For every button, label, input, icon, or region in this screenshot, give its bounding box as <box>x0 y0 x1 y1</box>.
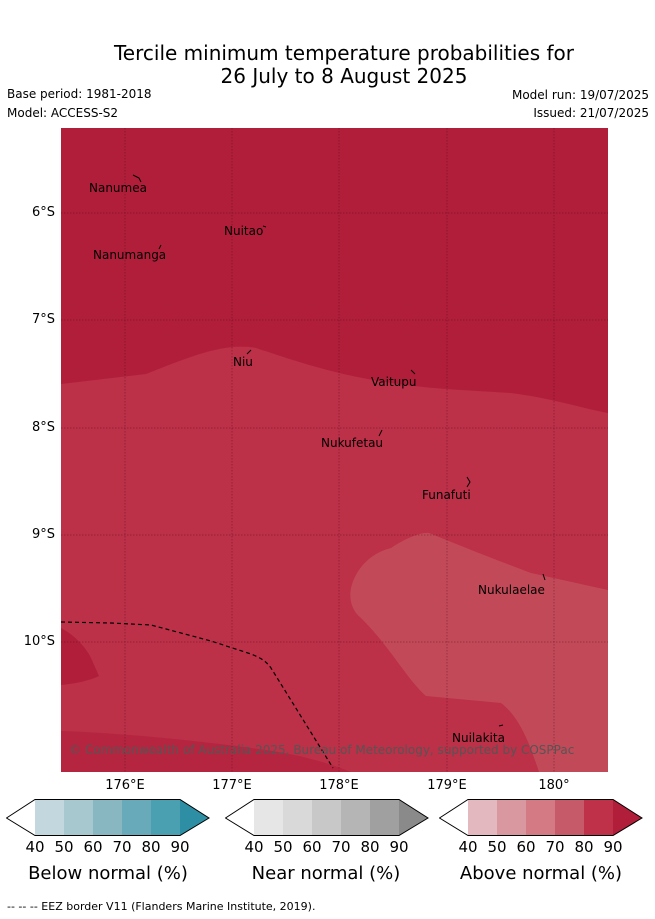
colorbar-above-swatch-4 <box>555 799 584 836</box>
lon-label-180: 180° <box>538 778 570 793</box>
colorbar-near-swatch-0 <box>225 799 254 836</box>
copyright-notice: © Commonwealth of Australia 2025, Bureau… <box>69 743 575 757</box>
colorbar-near-tick-90: 90 <box>389 838 409 856</box>
map-title-line1: Tercile minimum temperature probabilitie… <box>113 41 575 65</box>
island-label-vaitupu: Vaitupu <box>371 375 417 389</box>
colorbar-below-swatch-6 <box>180 799 209 836</box>
colorbar-below-tick-80: 80 <box>141 838 161 856</box>
island-label-nukulaelae: Nukulaelae <box>478 583 545 597</box>
tercile-probability-map <box>61 128 608 772</box>
colorbar-below-swatch-1 <box>35 799 64 836</box>
above-85-patch <box>61 731 351 772</box>
colorbar-near-swatch-5 <box>370 799 399 836</box>
colorbar-near-outline <box>225 799 429 836</box>
lon-label-178e: 178°E <box>319 778 359 793</box>
island-label-nuilakita: Nuilakita <box>452 731 505 745</box>
colorbar-above-tick-40: 40 <box>458 838 478 856</box>
eez-footnote: -- -- -- EEZ border V11 (Flanders Marine… <box>7 900 316 913</box>
colorbar-near-tick-80: 80 <box>360 838 380 856</box>
graticule <box>61 128 608 772</box>
colorbar-below-tick-50: 50 <box>54 838 74 856</box>
lat-label-6s: 6°S <box>31 205 55 220</box>
colorbar-below-swatch-3 <box>93 799 122 836</box>
lat-label-10s: 10°S <box>23 634 55 649</box>
colorbar-near-tick-40: 40 <box>244 838 264 856</box>
lon-label-177e: 177°E <box>212 778 252 793</box>
colorbar-below-tick-60: 60 <box>83 838 103 856</box>
colorbar-below-swatch-4 <box>122 799 151 836</box>
colorbar-below-swatch-2 <box>64 799 93 836</box>
colorbar-above-swatches <box>439 799 642 836</box>
colorbar-near-swatch-2 <box>283 799 312 836</box>
issued-label: Issued: 21/07/2025 <box>533 106 649 120</box>
colorbar-below-normal <box>6 799 210 836</box>
colorbar-above-swatch-6 <box>613 799 642 836</box>
colorbar-near-swatches <box>225 799 428 836</box>
colorbar-above-tick-60: 60 <box>516 838 536 856</box>
colorbar-above-tick-90: 90 <box>603 838 623 856</box>
colorbar-near-tick-50: 50 <box>273 838 293 856</box>
colorbar-near-title: Near normal (%) <box>251 863 401 884</box>
colorbar-below-title: Below normal (%) <box>28 863 188 884</box>
lat-label-7s: 7°S <box>31 312 55 327</box>
colorbar-above-swatch-5 <box>584 799 613 836</box>
colorbar-above-normal <box>439 799 643 836</box>
island-label-nukufetau: Nukufetau <box>321 436 384 450</box>
colorbar-near-swatch-3 <box>312 799 341 836</box>
colorbar-above-tick-50: 50 <box>487 838 507 856</box>
colorbar-below-swatch-0 <box>6 799 35 836</box>
lon-label-179e: 179°E <box>427 778 467 793</box>
colorbar-below-outline <box>6 799 210 836</box>
colorbar-near-swatch-6 <box>399 799 428 836</box>
colorbar-near-tick-70: 70 <box>331 838 351 856</box>
map-title-line2: 26 July to 8 August 2025 <box>220 64 468 88</box>
colorbar-above-swatch-0 <box>439 799 468 836</box>
colorbar-above-outline <box>439 799 643 836</box>
colorbar-above-tick-80: 80 <box>574 838 594 856</box>
colorbar-below-tick-40: 40 <box>25 838 45 856</box>
island-label-niu: Niu <box>233 355 253 369</box>
colorbar-above-swatch-3 <box>526 799 555 836</box>
colorbar-above-swatch-1 <box>468 799 497 836</box>
colorbar-below-tick-90: 90 <box>170 838 190 856</box>
colorbar-above-swatch-2 <box>497 799 526 836</box>
colorbar-below-swatches <box>6 799 209 836</box>
colorbar-near-tick-60: 60 <box>302 838 322 856</box>
colorbar-below-tick-70: 70 <box>112 838 132 856</box>
lat-label-8s: 8°S <box>31 420 55 435</box>
lon-label-176e: 176°E <box>105 778 145 793</box>
colorbar-above-title: Above normal (%) <box>459 863 623 884</box>
island-label-funafuti: Funafuti <box>422 488 471 502</box>
colorbar-near-normal <box>225 799 429 836</box>
colorbar-near-swatch-1 <box>254 799 283 836</box>
colorbar-below-swatch-5 <box>151 799 180 836</box>
model-label: Model: ACCESS-S2 <box>7 106 119 120</box>
above-70-region <box>350 532 608 772</box>
island-label-nuitao: Nuitao <box>224 224 264 238</box>
eez-border-line <box>61 621 334 769</box>
base-period-label: Base period: 1981-2018 <box>7 87 152 101</box>
island-outlines <box>132 174 546 727</box>
island-label-nanumea: Nanumea <box>89 181 147 195</box>
lat-label-9s: 9°S <box>31 527 55 542</box>
colorbar-above-tick-70: 70 <box>545 838 565 856</box>
colorbar-near-swatch-4 <box>341 799 370 836</box>
model-run-label: Model run: 19/07/2025 <box>511 88 649 102</box>
island-label-nanumanga: Nanumanga <box>93 248 167 262</box>
